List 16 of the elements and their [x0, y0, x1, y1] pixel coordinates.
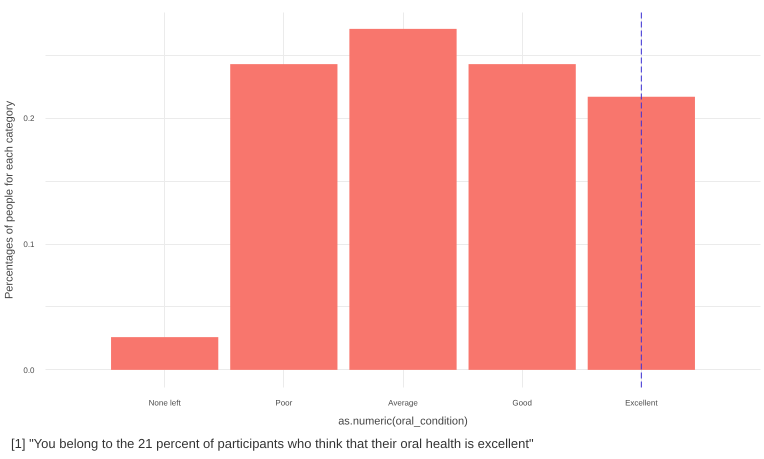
x-tick-label: Average	[388, 398, 418, 408]
x-tick-label: None left	[148, 398, 182, 408]
x-tick-label: Good	[512, 398, 532, 408]
bar	[230, 64, 338, 370]
bar	[588, 96, 695, 370]
x-tick-label: Excellent	[625, 398, 658, 408]
y-tick-label: 0.0	[23, 366, 36, 375]
x-axis-title: as.numeric(oral_condition)	[338, 416, 468, 428]
bar	[111, 337, 218, 370]
y-tick-label: 0.1	[23, 240, 36, 250]
y-tick-label: 0.2	[23, 114, 36, 124]
bar	[468, 64, 576, 370]
bar	[349, 28, 457, 370]
x-tick-label: Poor	[275, 398, 293, 408]
text: [1] "You belong to the 21 percent of participants who think that their oral health is excellent"	[11, 435, 534, 453]
y-axis-title: Percentages of people for each category	[3, 100, 16, 300]
